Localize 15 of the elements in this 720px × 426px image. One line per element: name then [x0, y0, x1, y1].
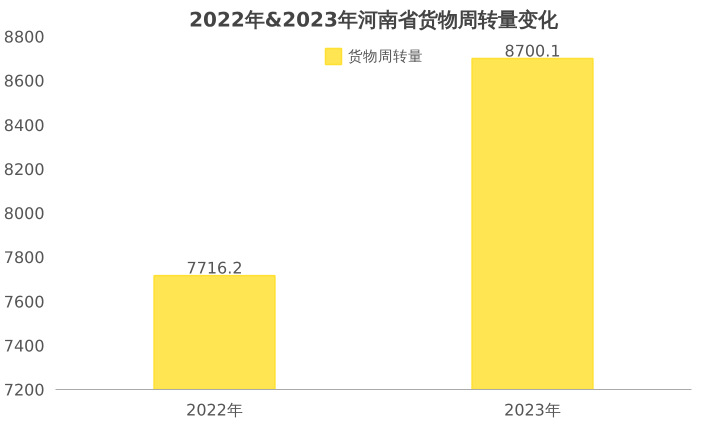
x-tick-label: 2023年	[504, 400, 561, 420]
y-tick-label: 7200	[4, 380, 44, 400]
y-tick-label: 7400	[4, 336, 44, 356]
legend-label: 货物周转量	[348, 46, 423, 66]
data-label: 8700.1	[504, 42, 560, 61]
data-label: 7716.2	[186, 258, 242, 278]
y-tick-label: 8000	[4, 204, 44, 223]
y-tick-label: 8400	[4, 116, 44, 135]
y-tick-label: 7800	[4, 248, 44, 268]
y-tick-label: 7600	[4, 292, 44, 312]
x-tick-label: 2022年	[186, 400, 243, 420]
y-tick-label: 8200	[4, 160, 44, 179]
y-tick-label: 8800	[4, 28, 44, 46]
y-tick-label: 8600	[4, 72, 44, 91]
chart-title: 2022年&2023年河南省货物周转量变化	[189, 8, 559, 32]
